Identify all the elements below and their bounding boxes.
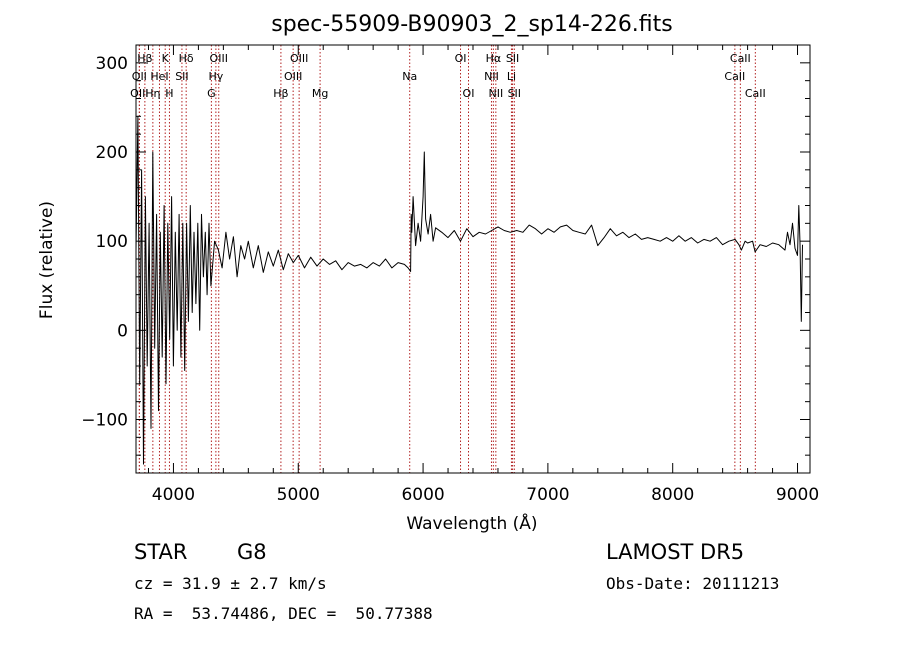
x-axis-label: Wavelength (Å) bbox=[406, 512, 537, 534]
x-tick-label-5000: 5000 bbox=[277, 485, 320, 505]
spectral-line-label-19: Hα bbox=[486, 52, 502, 65]
spectral-line-label-27: CaII bbox=[745, 87, 766, 100]
y-tick-label-300: 300 bbox=[96, 54, 128, 74]
spectral-line-markers bbox=[138, 45, 756, 473]
spectral-line-label-16: Na bbox=[402, 70, 417, 83]
spectral-line-label-1: Hη bbox=[145, 87, 160, 100]
obs-date-text: Obs-Date: 20111213 bbox=[606, 574, 780, 593]
y-axis: −100 0 100 200 300 bbox=[81, 44, 810, 474]
spectral-line-label-26: CaII bbox=[724, 70, 745, 83]
x-tick-label-9000: 9000 bbox=[776, 485, 819, 505]
redshift-text: cz = 31.9 ± 2.7 km/s bbox=[134, 574, 327, 593]
survey-label: LAMOST DR5 bbox=[606, 540, 745, 564]
spectral-line-label-10: Hγ bbox=[208, 70, 223, 83]
spectral-line-label-18: OI bbox=[463, 87, 475, 100]
spectral-line-label-21: NII bbox=[484, 70, 499, 83]
subclass-label: G8 bbox=[237, 540, 267, 564]
spectral-line-label-14: Hβ bbox=[273, 87, 288, 100]
class-label: STAR bbox=[134, 540, 188, 564]
chart-title: spec-55909-B90903_2_sp14-226.fits bbox=[271, 12, 673, 37]
y-axis-label: Flux (relative) bbox=[37, 201, 57, 319]
y-tick-label-100: 100 bbox=[96, 232, 128, 252]
y-tick-label--100: −100 bbox=[81, 411, 128, 431]
spectral-line-label-17: OI bbox=[455, 52, 467, 65]
y-tick-label-200: 200 bbox=[96, 143, 128, 163]
coordinates-text: RA = 53.74486, DEC = 50.77388 bbox=[134, 604, 433, 623]
spectral-line-label-8: OIII bbox=[130, 87, 148, 100]
plot-frame bbox=[135, 44, 811, 474]
spectral-line-label-20: SII bbox=[506, 52, 519, 65]
spectral-line-label-23: NII bbox=[488, 87, 503, 100]
x-tick-label-7000: 7000 bbox=[526, 485, 569, 505]
spectral-line-label-11: G bbox=[207, 87, 216, 100]
spectral-line-label-0: Hβ bbox=[137, 52, 152, 65]
spectral-line-label-25: CaII bbox=[730, 52, 751, 65]
x-tick-label-4000: 4000 bbox=[152, 485, 195, 505]
spectral-line-label-22: Li bbox=[507, 70, 516, 83]
spectral-line-label-3: H bbox=[165, 87, 173, 100]
spectral-line-label-9: OIII bbox=[210, 52, 228, 65]
x-tick-label-6000: 6000 bbox=[401, 485, 444, 505]
x-tick-label-8000: 8000 bbox=[651, 485, 694, 505]
spectral-line-label-13: OIII bbox=[284, 70, 302, 83]
spectral-line-label-2: K bbox=[162, 52, 170, 65]
spectral-line-label-15: Mg bbox=[312, 87, 328, 100]
spectrum-series bbox=[135, 115, 803, 465]
spectral-line-label-24: SII bbox=[508, 87, 521, 100]
spectral-line-label-4: HeI bbox=[150, 70, 168, 83]
x-axis: 4000 5000 6000 7000 8000 9000 bbox=[147, 45, 819, 505]
spectral-line-label-12: OIII bbox=[290, 52, 308, 65]
spectral-line-label-6: SII bbox=[175, 70, 188, 83]
spectrum-line bbox=[135, 115, 803, 465]
spectral-line-label-5: Hδ bbox=[179, 52, 194, 65]
y-tick-label-0: 0 bbox=[117, 321, 128, 341]
